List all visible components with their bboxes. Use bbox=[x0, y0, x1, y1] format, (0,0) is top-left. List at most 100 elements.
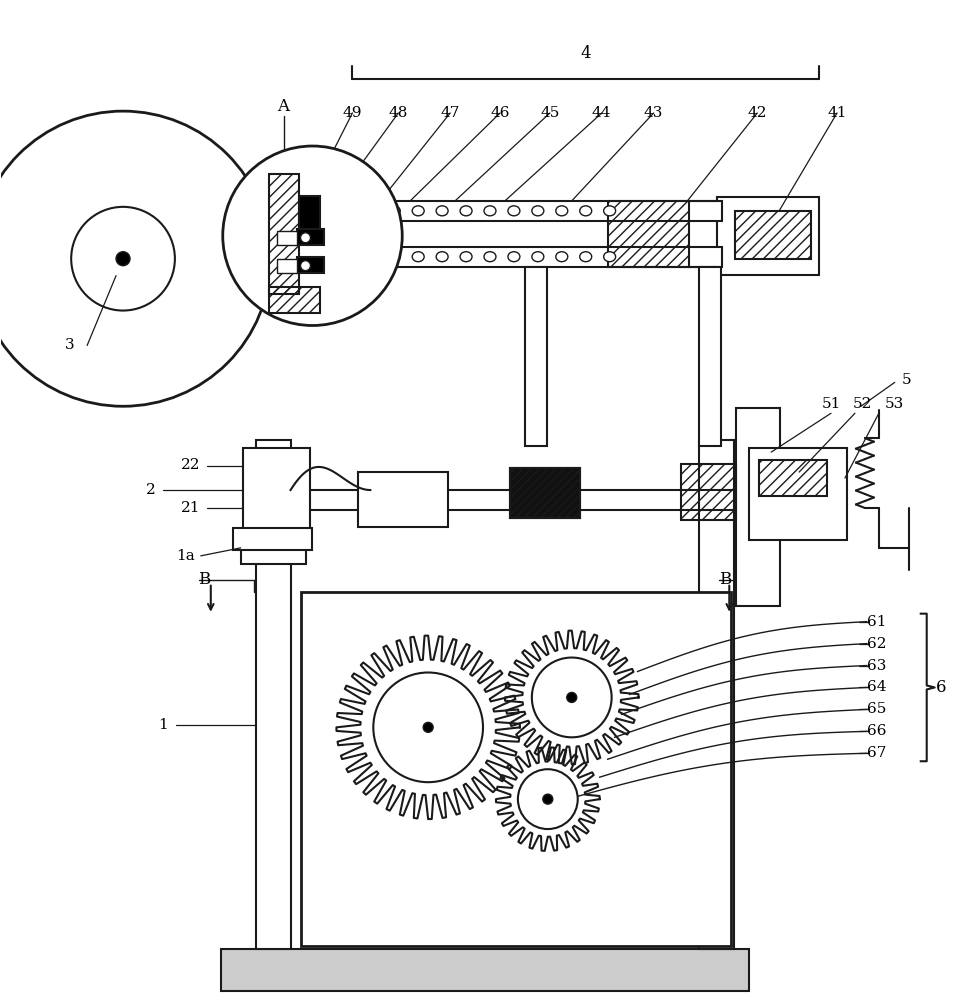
Bar bbox=[759, 460, 827, 496]
Bar bbox=[276, 231, 297, 245]
Circle shape bbox=[567, 692, 577, 702]
Ellipse shape bbox=[340, 206, 353, 216]
Bar bbox=[525, 267, 547, 446]
Bar bbox=[253, 187, 269, 287]
Text: 1a: 1a bbox=[177, 549, 195, 563]
Bar bbox=[269, 247, 723, 267]
Ellipse shape bbox=[460, 252, 472, 262]
Bar bbox=[750, 448, 847, 540]
Bar bbox=[358, 472, 448, 527]
Ellipse shape bbox=[532, 206, 544, 216]
Polygon shape bbox=[496, 747, 600, 851]
Bar bbox=[269, 201, 723, 221]
Text: 22: 22 bbox=[181, 458, 201, 472]
Bar bbox=[269, 287, 321, 313]
Text: 45: 45 bbox=[540, 106, 559, 120]
Text: 64: 64 bbox=[867, 680, 887, 694]
Bar bbox=[736, 408, 781, 606]
Bar bbox=[269, 174, 298, 294]
Ellipse shape bbox=[508, 206, 520, 216]
Circle shape bbox=[300, 233, 310, 243]
Text: 21: 21 bbox=[181, 501, 201, 515]
Circle shape bbox=[543, 794, 553, 804]
Bar bbox=[735, 211, 811, 259]
Bar bbox=[699, 267, 722, 446]
Ellipse shape bbox=[580, 252, 592, 262]
Ellipse shape bbox=[460, 206, 472, 216]
Ellipse shape bbox=[484, 206, 496, 216]
Circle shape bbox=[532, 658, 611, 737]
Ellipse shape bbox=[317, 252, 328, 262]
Text: 6: 6 bbox=[935, 679, 946, 696]
Ellipse shape bbox=[340, 252, 353, 262]
Circle shape bbox=[518, 769, 578, 829]
Text: 47: 47 bbox=[440, 106, 460, 120]
Text: B: B bbox=[720, 571, 731, 588]
Text: 3: 3 bbox=[65, 338, 74, 352]
Bar bbox=[608, 201, 690, 267]
Text: 61: 61 bbox=[867, 615, 887, 629]
Text: 41: 41 bbox=[827, 106, 847, 120]
Bar bbox=[297, 229, 325, 245]
Bar bbox=[718, 197, 819, 275]
Ellipse shape bbox=[293, 206, 304, 216]
Text: A: A bbox=[277, 98, 290, 115]
Text: 42: 42 bbox=[748, 106, 767, 120]
Ellipse shape bbox=[555, 206, 568, 216]
Circle shape bbox=[0, 111, 270, 406]
Bar bbox=[233, 528, 312, 550]
Ellipse shape bbox=[364, 252, 377, 262]
Ellipse shape bbox=[388, 252, 400, 262]
Bar bbox=[699, 440, 734, 949]
Ellipse shape bbox=[412, 206, 424, 216]
Text: 4: 4 bbox=[581, 45, 591, 62]
Ellipse shape bbox=[412, 252, 424, 262]
Ellipse shape bbox=[364, 206, 377, 216]
Text: 65: 65 bbox=[867, 702, 887, 716]
Ellipse shape bbox=[293, 252, 304, 262]
Ellipse shape bbox=[388, 206, 400, 216]
Circle shape bbox=[223, 146, 402, 326]
Bar bbox=[681, 464, 736, 520]
Polygon shape bbox=[336, 636, 520, 819]
Circle shape bbox=[71, 207, 175, 311]
Text: 49: 49 bbox=[343, 106, 362, 120]
Text: 44: 44 bbox=[592, 106, 611, 120]
Ellipse shape bbox=[555, 252, 568, 262]
Ellipse shape bbox=[604, 206, 615, 216]
Ellipse shape bbox=[484, 252, 496, 262]
Ellipse shape bbox=[436, 206, 448, 216]
Bar bbox=[298, 196, 321, 236]
Text: 43: 43 bbox=[643, 106, 664, 120]
Text: 48: 48 bbox=[388, 106, 408, 120]
Text: 2: 2 bbox=[146, 483, 156, 497]
Ellipse shape bbox=[508, 252, 520, 262]
Circle shape bbox=[423, 722, 433, 732]
Text: 67: 67 bbox=[867, 746, 887, 760]
Polygon shape bbox=[505, 631, 639, 764]
Text: 53: 53 bbox=[885, 397, 904, 411]
Text: 46: 46 bbox=[490, 106, 510, 120]
Ellipse shape bbox=[317, 206, 328, 216]
Bar bbox=[300, 592, 731, 946]
Ellipse shape bbox=[532, 252, 544, 262]
Ellipse shape bbox=[604, 252, 615, 262]
Bar bbox=[221, 949, 750, 991]
Bar bbox=[242, 448, 310, 538]
Bar bbox=[510, 468, 580, 518]
Circle shape bbox=[116, 252, 130, 266]
Text: 62: 62 bbox=[867, 637, 887, 651]
Bar bbox=[297, 257, 325, 273]
Text: 63: 63 bbox=[867, 659, 887, 673]
Text: 5: 5 bbox=[902, 373, 912, 387]
Circle shape bbox=[300, 261, 310, 271]
Text: B: B bbox=[198, 571, 210, 588]
Text: 66: 66 bbox=[867, 724, 887, 738]
Bar bbox=[241, 542, 305, 564]
Bar bbox=[510, 468, 580, 518]
Bar bbox=[276, 259, 297, 273]
Text: 1: 1 bbox=[158, 718, 168, 732]
Ellipse shape bbox=[436, 252, 448, 262]
Circle shape bbox=[373, 673, 483, 782]
Bar bbox=[256, 440, 291, 949]
